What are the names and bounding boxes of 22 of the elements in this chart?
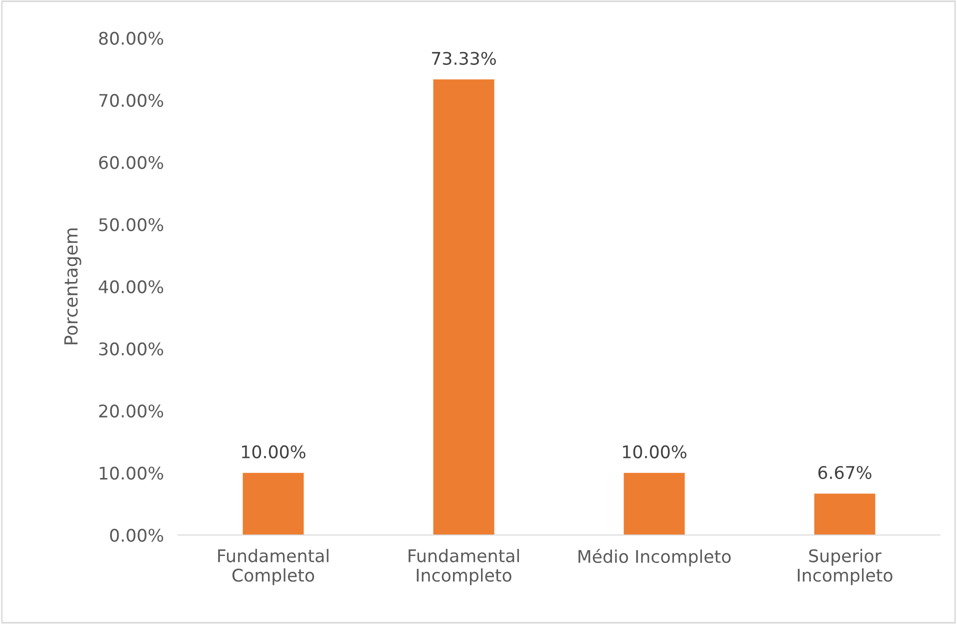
y-tick-label: 20.00%: [99, 404, 164, 418]
y-tick-label: 70.00%: [99, 94, 164, 107]
y-axis-title: Porcentagem: [64, 228, 82, 344]
y-tick-label: 40.00%: [98, 280, 164, 294]
bar: [242, 472, 304, 535]
data-label: 10.00%: [623, 445, 686, 458]
y-tick-label: 50.00%: [99, 218, 164, 232]
x-tick-label: Médio Incompleto: [578, 548, 731, 566]
data-label: 6.67%: [818, 466, 872, 480]
x-tick-label: Superior Incompleto: [798, 548, 892, 586]
y-tick-label: 30.00%: [99, 342, 164, 356]
y-tick-label: 10.00%: [100, 466, 164, 480]
y-tick-label: 80.00%: [99, 32, 164, 45]
bar: [624, 472, 685, 535]
bar: [433, 79, 494, 535]
data-label: 73.33%: [432, 52, 496, 65]
x-tick-label: Fundamental Incompleto: [408, 548, 519, 586]
y-tick-label: 0.00%: [110, 528, 164, 542]
bar: [814, 494, 876, 535]
data-label: 10.00%: [242, 445, 306, 458]
y-tick-label: 60.00%: [99, 156, 164, 170]
x-tick-label: Fundamental Completo: [218, 548, 328, 586]
